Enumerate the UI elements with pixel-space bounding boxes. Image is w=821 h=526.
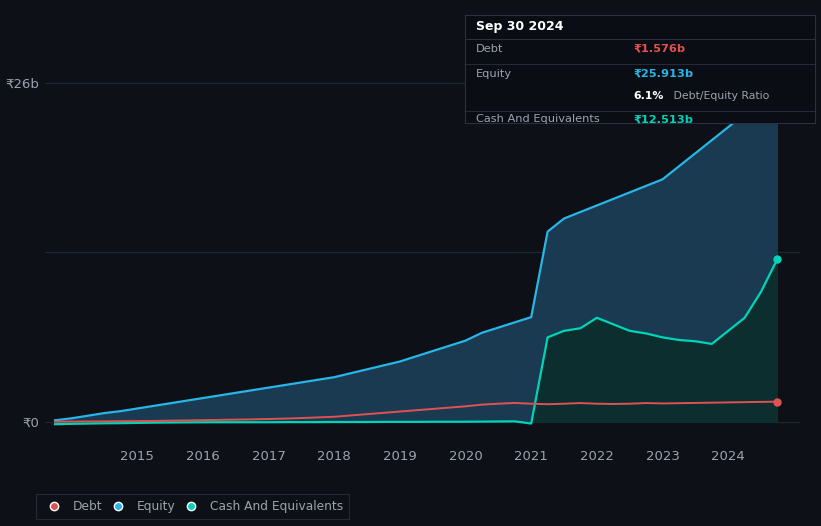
- Text: Equity: Equity: [475, 69, 511, 79]
- Text: Debt/Equity Ratio: Debt/Equity Ratio: [670, 90, 769, 100]
- Text: Sep 30 2024: Sep 30 2024: [475, 21, 563, 33]
- Legend: Debt, Equity, Cash And Equivalents: Debt, Equity, Cash And Equivalents: [36, 494, 349, 519]
- Text: Debt: Debt: [475, 44, 503, 54]
- Text: ₹12.513b: ₹12.513b: [633, 114, 693, 124]
- Text: ₹1.576b: ₹1.576b: [633, 44, 686, 54]
- Text: Cash And Equivalents: Cash And Equivalents: [475, 114, 599, 124]
- Text: 6.1%: 6.1%: [633, 90, 663, 100]
- Text: ₹25.913b: ₹25.913b: [633, 69, 693, 79]
